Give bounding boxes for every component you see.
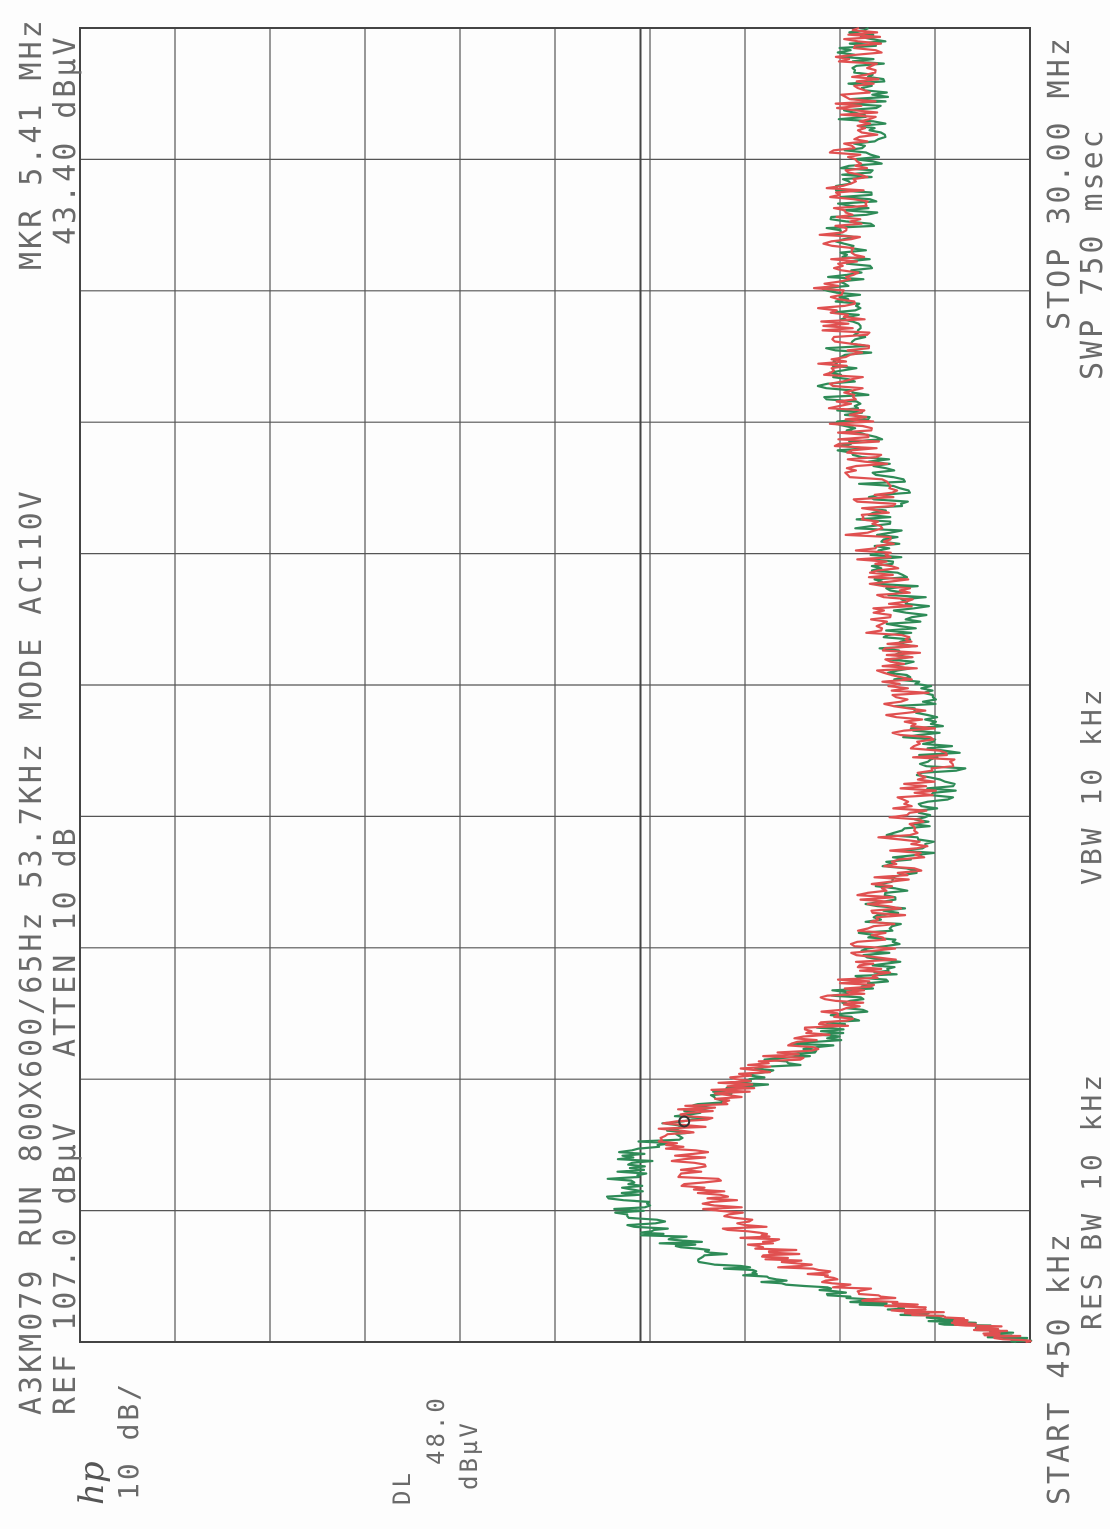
scale-per-division: 10 dB/ xyxy=(112,1380,145,1500)
stop-frequency: STOP 30.00 MHz xyxy=(1042,35,1077,330)
trace-series-2 xyxy=(657,26,1032,1344)
marker-frequency: MKR 5.41 MHz xyxy=(14,17,49,270)
header-line-1: A3KM079 RUN 800X600/65Hz 53.7KHz MODE AC… xyxy=(14,488,49,1415)
display-line-value: 48.0 xyxy=(422,1395,450,1465)
video-bandwidth: VBW 10 kHz xyxy=(1075,686,1108,885)
marker-dot xyxy=(678,1115,691,1128)
header-line-2: REF 107.0 dBµV ATTEN 10 dB xyxy=(48,825,83,1415)
sweep-time: SWP 750 msec xyxy=(1075,127,1110,380)
start-frequency: START 450 kHz xyxy=(1042,1231,1077,1505)
display-line-unit: dBµV xyxy=(455,1420,483,1490)
resolution-bandwidth: RES BW 10 kHz xyxy=(1075,1071,1108,1330)
hp-logo-icon: hp xyxy=(72,1461,112,1505)
display-line-label: DL xyxy=(388,1470,416,1505)
plot-frame xyxy=(79,27,1031,1343)
plot-grid xyxy=(80,28,1030,1342)
marker-level: 43.40 dBµV xyxy=(48,34,83,245)
